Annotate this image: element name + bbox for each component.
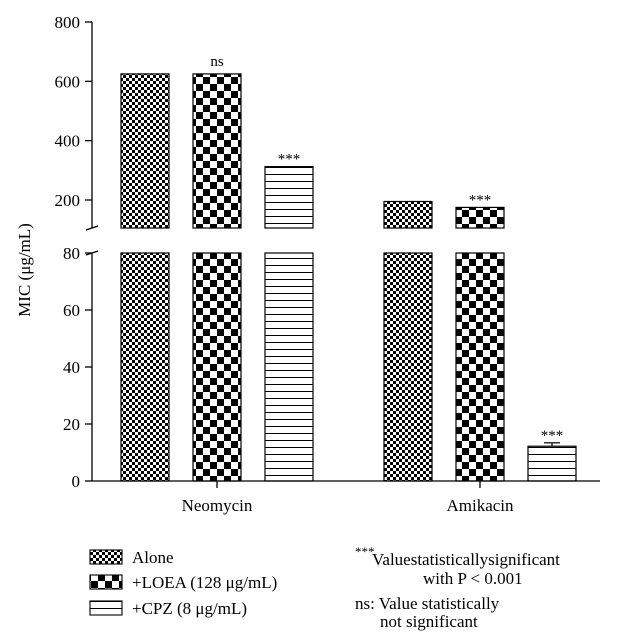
note-text: Valuestatisticallysignificant [372,550,560,569]
significance-label: *** [541,428,564,444]
bar [264,166,314,229]
legend-swatch [89,549,123,565]
legend-label: +CPZ (8 μg/mL) [132,599,247,618]
y-tick-label: 600 [55,72,81,91]
y-tick-label: 200 [55,191,81,210]
note-text: with P < 0.001 [423,569,523,588]
legend-swatch [89,574,123,590]
x-tick-label: Amikacin [446,496,514,515]
legend-label: Alone [132,548,174,567]
x-axis: Neomycin Amikacin [92,480,600,515]
significance-label: *** [469,192,492,208]
bar [383,252,433,482]
bar [120,73,170,229]
bar [527,445,577,482]
x-tick-label: Neomycin [182,496,253,515]
y-tick-label: 60 [63,301,80,320]
y-axis-label: MIC (μg/mL) [15,223,34,317]
y-tick-label: 20 [63,415,80,434]
legend-label: +LOEA (128 μg/mL) [132,573,277,592]
bar [383,200,433,229]
significance-label: *** [278,152,301,168]
bar [455,206,505,229]
note-text: not significant [380,612,478,631]
y-tick-label: 80 [63,244,80,263]
y-tick-label: 40 [63,358,80,377]
y-tick-label: 800 [55,13,81,32]
bar [455,252,505,482]
axis-break-mark [85,225,99,231]
note-stars: *** [355,544,375,559]
legend: Alone +LOEA (128 μg/mL) +CPZ (8 μg/mL) [89,548,277,618]
legend-swatch [89,600,123,616]
y-tick-label: 400 [55,132,81,151]
y-tick-label: 0 [72,472,81,491]
y-axis: 0 20 40 60 80 200 400 600 800 [55,13,99,491]
bar [192,73,242,229]
note-text: ns: Value statistically [355,594,500,613]
bar [192,252,242,482]
bar [120,252,170,482]
significance-label: ns [210,54,224,70]
annotations: ns *** *** *** [210,54,563,444]
bar [264,252,314,482]
bars [120,73,577,482]
